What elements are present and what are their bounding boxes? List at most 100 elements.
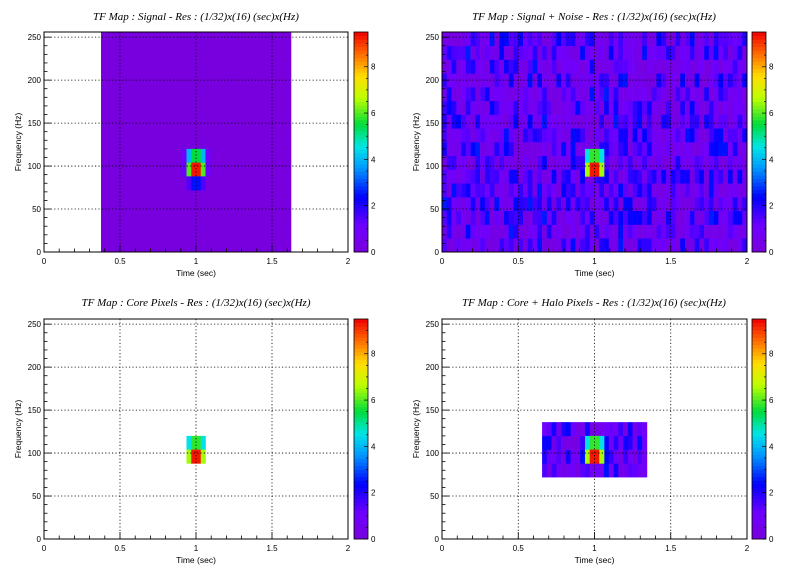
noise-cell [685,87,691,102]
noise-cell [665,128,672,143]
noise-cell [489,210,495,225]
color-bar-segment [752,193,766,198]
noise-cell [556,100,562,115]
color-bar-segment [752,94,766,99]
noise-cell [732,100,738,115]
color-bar: 0 2 4 6 8 [751,31,774,257]
noise-cell [637,100,643,115]
noise-cell [523,238,529,253]
noise-cell [518,59,524,74]
noise-cell [646,87,652,102]
color-bar-segment [752,164,766,169]
noise-cell [494,169,500,184]
noise-cell [456,32,462,47]
noise-cell [456,155,462,170]
noise-cell [661,142,667,157]
heatmap-cell [584,449,591,464]
noise-cell [494,114,500,129]
x-tick-label: 1 [194,544,199,553]
noise-cell [613,224,619,239]
noise-cell [685,114,691,129]
halo-cell [627,422,633,437]
color-bar-segment [752,458,766,463]
noise-cell [675,183,681,198]
noise-cell [451,155,457,170]
noise-cell [475,197,481,212]
halo-cell [618,463,624,478]
halo-cell [589,422,595,437]
noise-cell [527,155,533,170]
noise-cell [480,155,486,170]
noise-cell [527,169,533,184]
halo-cell [627,463,633,478]
noise-cell [656,183,662,198]
noise-cell [494,155,500,170]
color-bar-segment [354,237,368,242]
color-bar-segment [752,68,766,73]
color-bar-segment [752,377,766,382]
noise-cell [527,142,533,157]
noise-cell [556,45,562,60]
noise-cell [484,128,490,143]
color-bar-segment [354,403,368,408]
noise-cell [589,45,595,60]
noise-cell [656,142,662,157]
noise-cell [565,114,571,129]
color-bar-segment [354,68,368,73]
noise-cell [623,114,629,129]
heatmap-cell [186,176,192,191]
color-bar-segment [752,138,766,143]
noise-cell [708,32,714,47]
noise-cell [713,197,719,212]
noise-cell [523,155,529,170]
color-bar-segment [752,237,766,242]
noise-cell [537,197,543,212]
noise-cell [737,100,743,115]
heatmap-cell [196,162,202,177]
noise-cell [470,142,476,157]
noise-cell [727,128,734,143]
noise-cell [618,128,624,143]
noise-cell [546,59,552,74]
noise-cell [623,128,629,143]
noise-cell [503,224,510,239]
halo-cell [542,435,548,450]
y-tick-label: 50 [32,492,41,501]
y-axis-label: Frequency (Hz) [411,113,421,172]
halo-cell [575,449,581,464]
noise-cell [527,114,533,129]
noise-cell [527,224,533,239]
noise-cell [627,128,633,143]
y-tick-label: 100 [28,162,42,171]
noise-cell [613,32,619,47]
noise-cell [494,224,500,239]
noise-cell [456,169,462,184]
noise-cell [642,210,648,225]
color-bar-segment [752,374,766,379]
noise-cell [589,100,595,115]
noise-cell [727,238,734,253]
noise-cell [742,155,748,170]
noise-cell [632,238,638,253]
noise-cell [656,169,662,184]
color-bar-segment [752,61,766,66]
noise-cell [575,155,581,170]
noise-cell [551,238,557,253]
noise-cell [561,183,567,198]
noise-cell [475,59,481,74]
noise-cell [551,59,557,74]
halo-cell [584,422,591,437]
noise-cell [503,87,510,102]
noise-cell [689,197,695,212]
color-bar-segment [752,167,766,172]
noise-cell [708,128,714,143]
halo-cell [637,463,643,478]
noise-cell [494,128,500,143]
color-bar-segment [752,498,766,503]
noise-cell [537,155,543,170]
noise-cell [646,32,652,47]
noise-cell [646,45,652,60]
noise-cell [499,114,505,129]
color-bar-segment [752,425,766,430]
noise-cell [685,197,691,212]
